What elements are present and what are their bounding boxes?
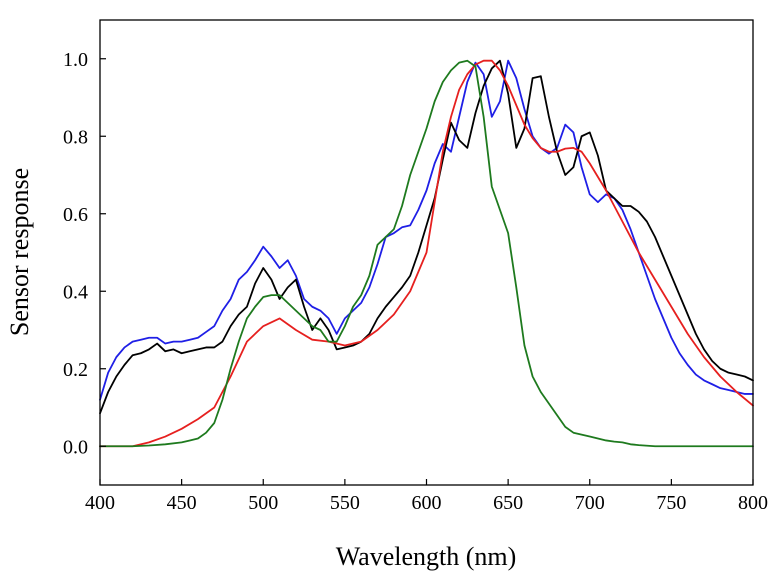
- y-tick-label: 0.0: [63, 436, 88, 458]
- x-tick-label: 700: [575, 492, 605, 514]
- x-tick-label: 650: [493, 492, 523, 514]
- x-tick-label: 450: [167, 492, 197, 514]
- series-layer: [99, 59, 754, 448]
- series-line-blue: [99, 59, 754, 401]
- series-line-black: [99, 59, 754, 415]
- x-tick-label: 750: [656, 492, 686, 514]
- x-axis-ticks: 400 450 500 550 600 650 700 750 800: [85, 479, 768, 514]
- y-axis-ticks: 0.0 0.2 0.4 0.6 0.8 1.0: [63, 49, 106, 458]
- y-tick-label: 1.0: [63, 49, 88, 71]
- series-line-red: [99, 59, 754, 448]
- y-tick-label: 0.8: [63, 126, 88, 148]
- y-tick-label: 0.6: [63, 204, 88, 226]
- x-tick-label: 550: [330, 492, 360, 514]
- x-tick-label: 400: [85, 492, 115, 514]
- x-tick-label: 600: [412, 492, 442, 514]
- y-tick-label: 0.2: [63, 359, 88, 381]
- y-tick-label: 0.4: [63, 281, 88, 303]
- y-axis-title: Sensor response: [5, 168, 34, 336]
- x-tick-label: 500: [248, 492, 278, 514]
- series-line-green: [99, 59, 754, 448]
- x-tick-label: 800: [738, 492, 768, 514]
- x-axis-title: Wavelength (nm): [336, 542, 517, 571]
